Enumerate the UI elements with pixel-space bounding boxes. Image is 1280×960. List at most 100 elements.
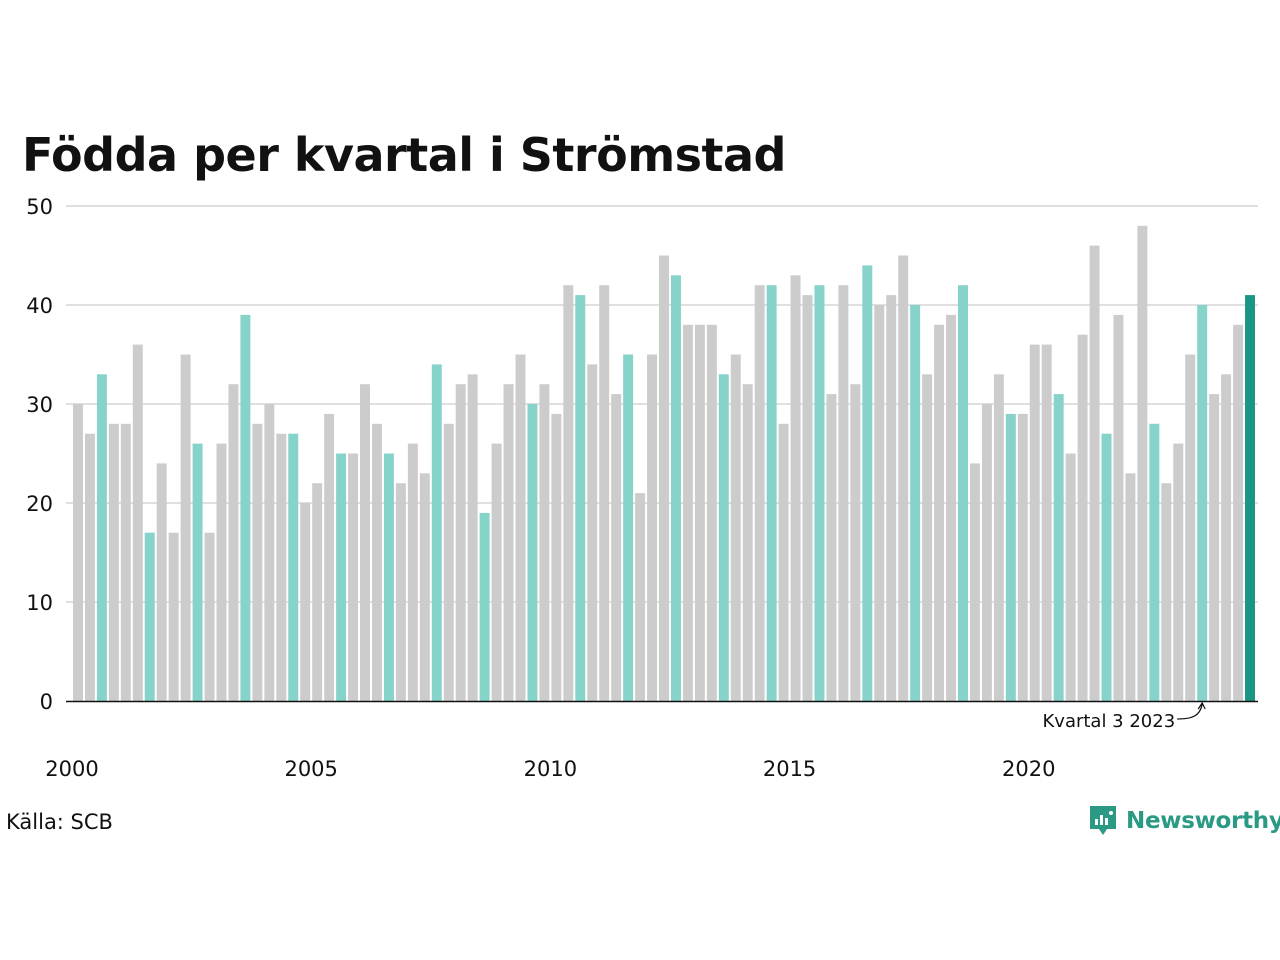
x-tick-label: 2020	[1002, 757, 1055, 781]
bar-2001-q3	[144, 532, 155, 701]
bar-2023-q3	[1197, 305, 1208, 701]
bar-2010-q3	[575, 295, 586, 701]
x-tick-label: 2010	[524, 757, 577, 781]
bar-2020-q4	[1065, 453, 1076, 701]
bar-2001-q1	[120, 423, 131, 701]
bar-2017-q2	[898, 255, 909, 701]
bar-2004-q3	[288, 433, 299, 701]
bar-2009-q2	[515, 354, 526, 701]
bar-2004-q1	[264, 404, 275, 701]
bar-2013-q1	[694, 324, 705, 701]
bar-2004-q4	[300, 503, 311, 701]
bar-2000-q4	[108, 423, 119, 701]
bar-2003-q2	[228, 384, 239, 701]
y-tick-label: 40	[26, 294, 53, 318]
x-tick-label: 2005	[284, 757, 337, 781]
bar-2002-q3	[192, 443, 203, 701]
bar-2018-q1	[934, 324, 945, 701]
bar-2000-q1	[73, 404, 83, 701]
bar-2010-q2	[563, 285, 574, 701]
bar-2009-q3	[527, 404, 538, 701]
bar-2012-q2	[659, 255, 669, 701]
y-tick-labels: 0 10 20 30 40 50	[26, 195, 53, 714]
bar-2013-q4	[730, 354, 741, 701]
bar-2018-q4	[969, 463, 980, 701]
bar-2010-q1	[551, 413, 562, 701]
bar-2012-q1	[647, 354, 658, 701]
bar-2021-q2	[1089, 245, 1100, 701]
bar-2008-q2	[467, 374, 478, 701]
x-tick-label: 2000	[45, 757, 98, 781]
bar-2001-q4	[156, 463, 167, 701]
bar-2000-q2	[84, 433, 95, 701]
annotation-arrow	[1177, 701, 1206, 720]
x-tick-label: 2015	[763, 757, 816, 781]
bar-2009-q4	[539, 384, 550, 701]
bar-2013-q2	[706, 324, 717, 701]
bar-2017-q4	[922, 374, 933, 701]
bar-chart: 0 10 20 30 40 50 2000 2005 2010 2015 2020 Kvartal…	[26, 195, 1258, 781]
bar-2014-q3	[766, 285, 777, 701]
bar-2007-q3	[431, 364, 442, 701]
bar-2024-q3	[1245, 295, 1255, 701]
brand-name: Newsworthy	[1126, 808, 1280, 834]
bar-2019-q3	[1005, 413, 1016, 701]
bar-2022-q3	[1149, 423, 1160, 701]
bar-2022-q2	[1137, 225, 1148, 702]
bar-2008-q3	[479, 512, 490, 701]
bar-2008-q4	[491, 443, 502, 701]
y-tick-label: 10	[26, 591, 53, 615]
x-tick-labels: 2000 2005 2010 2015 2020	[45, 757, 1055, 781]
bar-2006-q2	[371, 423, 382, 701]
bar-2002-q1	[168, 532, 179, 701]
bar-2015-q3	[814, 285, 825, 701]
bar-2011-q3	[623, 354, 634, 701]
bar-2006-q1	[360, 384, 370, 701]
bar-2012-q4	[682, 324, 693, 701]
bar-2011-q2	[611, 394, 622, 701]
annotation: Kvartal 3 2023	[1042, 701, 1206, 732]
bar-2023-q2	[1185, 354, 1196, 701]
bar-2008-q1	[455, 384, 466, 701]
bar-2016-q2	[850, 384, 861, 701]
bar-2018-q3	[958, 285, 968, 701]
bar-2023-q4	[1209, 394, 1220, 701]
bar-2017-q1	[886, 295, 897, 701]
y-tick-label: 0	[40, 690, 53, 714]
bar-2011-q4	[635, 493, 646, 701]
bar-2021-q1	[1077, 334, 1088, 701]
bar-2002-q4	[204, 532, 215, 701]
bar-2016-q1	[838, 285, 849, 701]
bar-2024-q2	[1233, 324, 1244, 701]
bar-2019-q2	[993, 374, 1004, 701]
bar-2010-q4	[587, 364, 598, 701]
bar-2014-q4	[778, 423, 789, 701]
bar-2019-q4	[1017, 413, 1028, 701]
bar-2013-q3	[718, 374, 729, 701]
bar-2015-q4	[826, 394, 837, 701]
bar-2006-q4	[395, 483, 406, 701]
bar-2005-q4	[348, 453, 359, 701]
bar-2015-q1	[790, 275, 801, 701]
brand-logo: Newsworthy	[1088, 804, 1280, 838]
bar-2018-q2	[946, 314, 957, 701]
bar-2017-q3	[910, 305, 921, 701]
bar-2007-q4	[443, 423, 454, 701]
bar-2021-q4	[1113, 314, 1124, 701]
newsworthy-logo-icon	[1090, 806, 1116, 835]
bar-2019-q1	[981, 404, 992, 701]
bar-2003-q3	[240, 314, 251, 701]
bar-2004-q2	[276, 433, 287, 701]
bar-2014-q2	[754, 285, 765, 701]
bar-2007-q1	[407, 443, 418, 701]
bar-2003-q1	[216, 443, 227, 701]
bar-2003-q4	[252, 423, 263, 701]
bar-2024-q1	[1221, 374, 1232, 701]
bar-2000-q3	[96, 374, 107, 701]
bar-2007-q2	[419, 473, 430, 701]
bar-2014-q1	[742, 384, 753, 701]
source-label: Källa: SCB	[6, 810, 113, 834]
bar-2012-q3	[670, 275, 681, 701]
bar-2011-q1	[599, 285, 610, 701]
y-tick-label: 50	[26, 195, 53, 219]
